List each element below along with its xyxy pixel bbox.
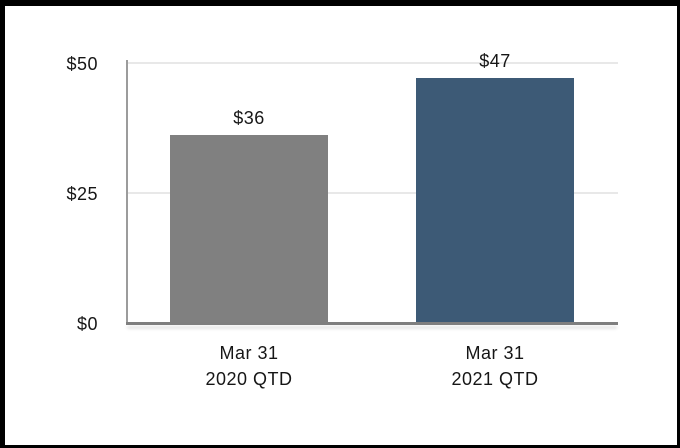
x-axis-line <box>126 322 618 325</box>
bar-2021-qtd <box>416 78 574 322</box>
gridline-50 <box>126 62 618 64</box>
y-tick-label-25: $25 <box>66 184 98 204</box>
bar-value-label-2021: $47 <box>479 51 511 71</box>
x-tick-line1: Mar 31 <box>219 343 279 363</box>
gridline-25 <box>126 192 618 194</box>
x-tick-line2: 2021 QTD <box>451 369 539 389</box>
x-tick-line1: Mar 31 <box>465 343 525 363</box>
y-axis-line <box>126 60 128 325</box>
bar-value-label-2020: $36 <box>233 108 265 128</box>
y-tick-label-50: $50 <box>66 54 98 74</box>
x-tick-label-2020-qtd: Mar 31 2020 QTD <box>159 340 339 392</box>
bar-2020-qtd <box>170 135 328 322</box>
y-tick-label-0: $0 <box>76 314 98 334</box>
x-tick-label-2021-qtd: Mar 31 2021 QTD <box>405 340 585 392</box>
x-tick-line2: 2020 QTD <box>205 369 293 389</box>
